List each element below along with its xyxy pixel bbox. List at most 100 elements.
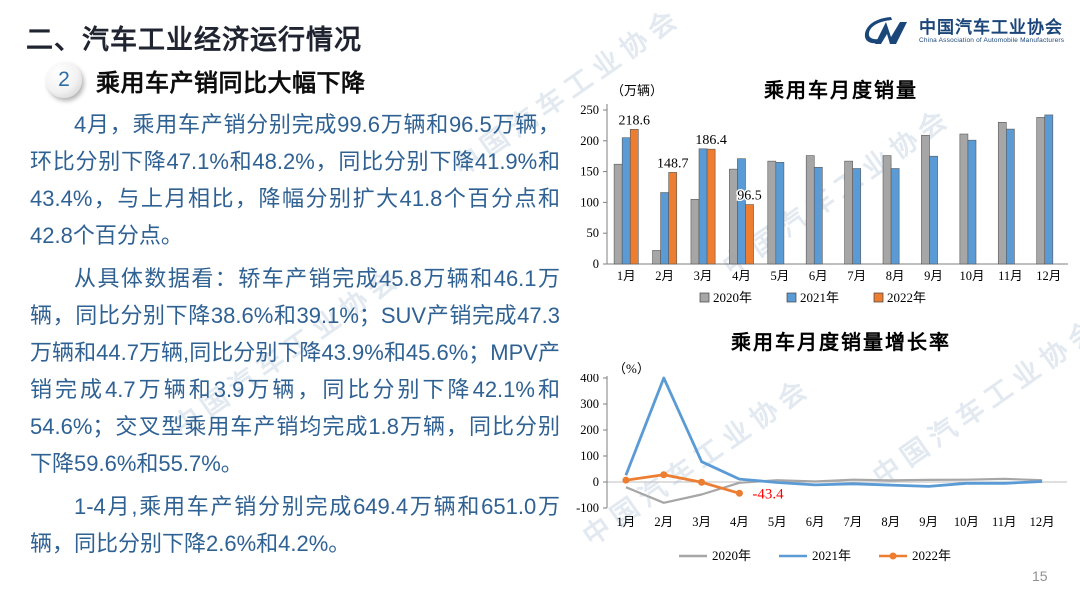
x-tick-label: 9月 <box>924 269 943 283</box>
bar <box>729 168 738 265</box>
section-heading: 2 乘用车产销同比大幅下降 <box>46 62 366 98</box>
svg-text:2020年: 2020年 <box>712 548 751 563</box>
bar <box>813 166 823 265</box>
section-number-badge: 2 <box>46 62 82 98</box>
bar <box>652 250 661 265</box>
svg-text:2021年: 2021年 <box>812 548 851 563</box>
bar <box>629 129 639 265</box>
bar <box>1044 114 1054 265</box>
y-tick-label: 400 <box>580 374 599 385</box>
x-tick-label: 3月 <box>694 269 713 283</box>
y-tick-label: 200 <box>580 134 599 148</box>
bar <box>844 160 853 265</box>
y-tick-label: 150 <box>580 165 599 179</box>
svg-text:2022年: 2022年 <box>912 548 951 563</box>
x-tick-label: 4月 <box>730 515 749 529</box>
line-marker <box>698 478 706 486</box>
bar <box>1036 117 1046 265</box>
line-series-2020年 <box>625 477 1043 504</box>
y-tick-label: 200 <box>580 423 599 437</box>
x-tick-label: 5月 <box>768 515 787 529</box>
y-tick-label: 100 <box>580 449 599 463</box>
bar <box>621 137 631 265</box>
logo-name-cn: 中国汽车工业协会 <box>919 18 1063 37</box>
bar-data-label: 148.7 <box>657 156 689 171</box>
legend-item-2021年: 2021年 <box>786 290 839 305</box>
bar <box>921 134 930 265</box>
x-tick-label: 5月 <box>770 269 789 283</box>
bar <box>745 204 754 265</box>
line-annotation: -43.4 <box>752 486 784 502</box>
line-chart-canvas: -100 0 100 200 300 400 1月 2月 3月 4月 5月 6月 7月 8月 9月 10月 11… <box>576 374 1067 563</box>
bar <box>737 158 746 265</box>
legend-item-2021年: 2021年 <box>779 548 851 563</box>
bar <box>1006 128 1015 265</box>
page-title: 二、汽车工业经济运行情况 <box>26 25 362 55</box>
bar-chart-title: 乘用车月度销量 <box>764 80 918 102</box>
bar <box>805 155 815 265</box>
x-tick-label: 2月 <box>655 269 674 283</box>
bar <box>660 192 669 265</box>
bar-data-label: 96.5 <box>737 189 762 204</box>
bar <box>698 148 708 265</box>
svg-text:2020年: 2020年 <box>713 290 752 305</box>
legend-item-2020年: 2020年 <box>679 548 751 563</box>
bar <box>890 168 900 265</box>
x-tick-label: 7月 <box>844 515 863 529</box>
x-tick-label: 6月 <box>809 269 828 283</box>
paragraph-ytd-summary: 1-4月,乘用车产销分别完成649.4万辆和651.0万辆，同比分别下降2.6%… <box>30 494 560 556</box>
x-tick-label: 11月 <box>998 269 1023 283</box>
bar <box>852 168 862 265</box>
bar-chart-canvas: 0 50 100 150 200 250 1月 2月 3月 4月 5月 6月 7月 8月 9月 10月 11月 1… <box>580 103 1068 305</box>
bar <box>668 172 678 265</box>
line-chart-unit-label: （%） <box>613 361 650 376</box>
x-tick-label: 12月 <box>1036 269 1061 283</box>
monthly-sales-bar-chart: 乘用车月度销量 （万辆） 0 50 100 150 200 250 1月 2月 3月 4月 5月 6月… <box>563 74 1075 312</box>
y-tick-label: 0 <box>593 475 599 489</box>
x-tick-label: 8月 <box>886 269 905 283</box>
x-tick-label: 7月 <box>847 269 866 283</box>
caam-logo: 中国汽车工业协会 China Association of Automobile… <box>858 10 1064 52</box>
line-marker <box>622 476 630 484</box>
section-number: 2 <box>58 68 70 91</box>
x-tick-label: 10月 <box>959 269 984 283</box>
line-chart-title: 乘用车月度销量增长率 <box>731 332 951 354</box>
logo-name-en: China Association of Automobile Manufact… <box>919 37 1065 44</box>
bar <box>929 155 938 265</box>
x-tick-label: 1月 <box>617 269 636 283</box>
bar <box>882 155 892 265</box>
bar <box>775 162 785 265</box>
paragraph-april-summary: 4月，乘用车产销分别完成99.6万辆和96.5万辆，环比分别下降47.1%和48… <box>30 112 560 248</box>
bar <box>959 133 969 265</box>
caam-logo-mark <box>864 17 907 44</box>
bar-series-2022年 <box>629 129 754 265</box>
body-text-column: 4月，乘用车产销分别完成99.6万辆和96.5万辆，环比分别下降47.1%和48… <box>30 106 560 568</box>
y-tick-label: 250 <box>580 103 599 117</box>
x-tick-label: 12月 <box>1030 515 1055 529</box>
bar <box>690 199 700 265</box>
y-tick-label: 100 <box>580 195 599 209</box>
y-tick-label: 300 <box>580 397 599 411</box>
x-tick-label: 8月 <box>881 515 900 529</box>
legend-item-2020年: 2020年 <box>699 290 752 305</box>
caam-logo-text: 中国汽车工业协会 China Association of Automobile… <box>919 18 1064 44</box>
section-title: 乘用车产销同比大幅下降 <box>96 69 366 97</box>
x-tick-label: 3月 <box>692 515 711 529</box>
bar-chart-unit-label: （万辆） <box>611 83 664 98</box>
x-tick-label: 6月 <box>806 515 825 529</box>
bar <box>967 139 977 265</box>
y-tick-label: -100 <box>576 501 599 515</box>
line-marker <box>660 471 668 479</box>
bar-series-2021年 <box>621 114 1054 265</box>
x-tick-label: 10月 <box>954 515 979 529</box>
bar <box>613 163 623 265</box>
bar <box>767 160 777 265</box>
line-path <box>624 376 1043 488</box>
bar-data-label: 218.6 <box>619 113 651 128</box>
y-tick-label: 0 <box>593 257 599 271</box>
bar-series-2020年 <box>613 117 1046 265</box>
line-path <box>625 473 740 495</box>
x-tick-label: 2月 <box>654 515 673 529</box>
line-marker <box>735 489 743 497</box>
